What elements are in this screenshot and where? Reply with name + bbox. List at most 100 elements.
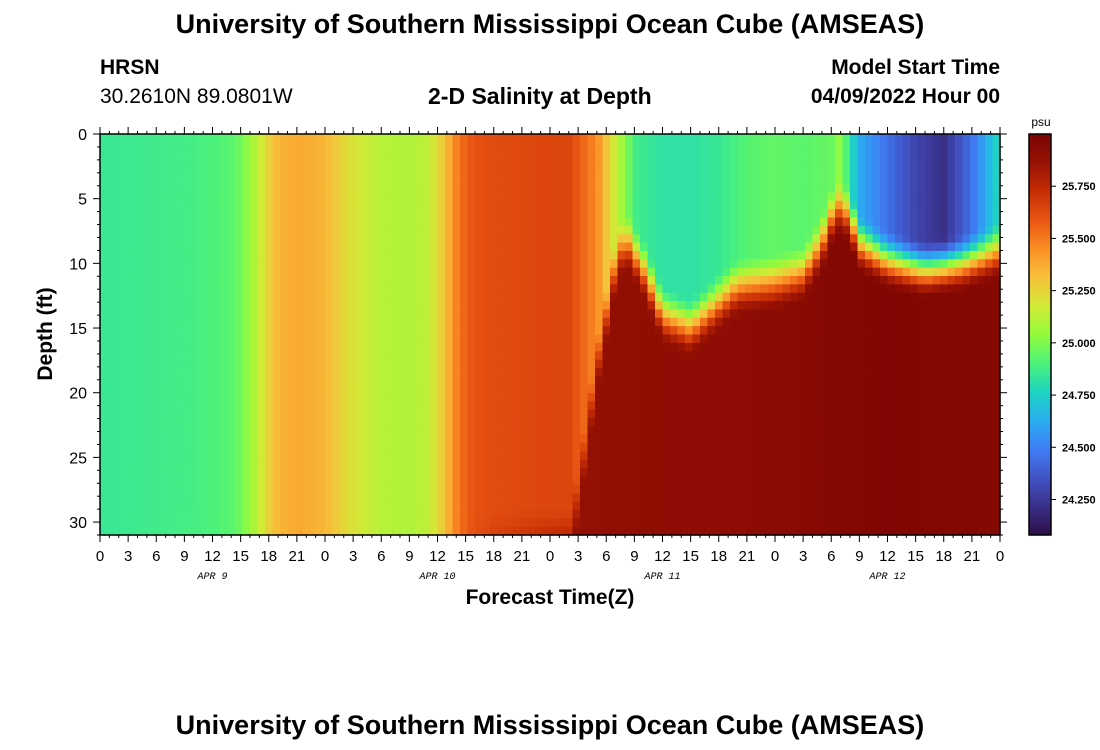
heatmap-cell bbox=[527, 209, 536, 219]
heatmap-cell bbox=[850, 159, 859, 169]
heatmap-cell bbox=[827, 334, 836, 344]
heatmap-cell bbox=[490, 484, 499, 494]
heatmap-cell bbox=[587, 334, 596, 344]
heatmap-cell bbox=[467, 518, 476, 528]
heatmap-cell bbox=[722, 134, 731, 143]
heatmap-cell bbox=[160, 376, 169, 386]
heatmap-cell bbox=[445, 250, 454, 260]
heatmap-cell bbox=[422, 451, 431, 461]
heatmap-cell bbox=[505, 276, 514, 285]
heatmap-cell bbox=[437, 476, 446, 486]
heatmap-cell bbox=[835, 468, 844, 478]
heatmap-cell bbox=[827, 209, 836, 219]
heatmap-cell bbox=[520, 259, 529, 269]
heatmap-cell bbox=[250, 309, 259, 319]
heatmap-cell bbox=[857, 401, 866, 411]
heatmap-cell bbox=[677, 326, 686, 336]
heatmap-cell bbox=[152, 259, 161, 269]
heatmap-cell bbox=[820, 509, 829, 519]
heatmap-cell bbox=[182, 518, 191, 528]
heatmap-cell bbox=[460, 175, 469, 185]
heatmap-cell bbox=[512, 493, 521, 503]
heatmap-cell bbox=[737, 217, 746, 227]
heatmap-cell bbox=[820, 192, 829, 202]
heatmap-cell bbox=[220, 217, 229, 227]
heatmap-cell bbox=[745, 301, 754, 311]
heatmap-cell bbox=[767, 175, 776, 185]
heatmap-cell bbox=[820, 334, 829, 344]
heatmap-cell bbox=[760, 426, 769, 436]
heatmap-cell bbox=[400, 418, 409, 427]
heatmap-cell bbox=[497, 317, 506, 327]
heatmap-cell bbox=[407, 134, 416, 143]
heatmap-cell bbox=[580, 225, 589, 235]
heatmap-cell bbox=[287, 317, 296, 327]
heatmap-cell bbox=[407, 434, 416, 444]
heatmap-cell bbox=[812, 392, 821, 402]
heatmap-cell bbox=[250, 426, 259, 436]
heatmap-cell bbox=[362, 184, 371, 194]
heatmap-cell bbox=[805, 334, 814, 344]
heatmap-cell bbox=[625, 309, 634, 319]
heatmap-cell bbox=[227, 184, 236, 194]
heatmap-cell bbox=[610, 418, 619, 427]
heatmap-cell bbox=[512, 342, 521, 352]
heatmap-cell bbox=[497, 384, 506, 394]
heatmap-cell bbox=[497, 242, 506, 252]
heatmap-cell bbox=[287, 234, 296, 244]
heatmap-cell bbox=[737, 384, 746, 394]
heatmap-cell bbox=[527, 451, 536, 461]
heatmap-cell bbox=[490, 184, 499, 194]
heatmap-cell bbox=[595, 225, 604, 235]
heatmap-cell bbox=[145, 167, 154, 177]
heatmap-cell bbox=[107, 217, 116, 227]
heatmap-cell bbox=[812, 443, 821, 453]
heatmap-cell bbox=[422, 526, 431, 536]
heatmap-cell bbox=[422, 200, 431, 210]
heatmap-cell bbox=[377, 342, 386, 352]
heatmap-cell bbox=[347, 401, 356, 411]
heatmap-cell bbox=[865, 217, 874, 227]
heatmap-cell bbox=[655, 409, 664, 419]
heatmap-cell bbox=[865, 459, 874, 469]
heatmap-cell bbox=[677, 250, 686, 260]
heatmap-cell bbox=[460, 509, 469, 519]
heatmap-cell bbox=[827, 526, 836, 536]
heatmap-cell bbox=[152, 209, 161, 219]
heatmap-cell bbox=[467, 384, 476, 394]
heatmap-cell bbox=[812, 384, 821, 394]
heatmap-cell bbox=[685, 476, 694, 486]
heatmap-cell bbox=[497, 217, 506, 227]
heatmap-cell bbox=[542, 359, 551, 369]
heatmap-cell bbox=[655, 259, 664, 269]
heatmap-cell bbox=[280, 367, 289, 377]
heatmap-cell bbox=[610, 259, 619, 269]
heatmap-cell bbox=[745, 518, 754, 528]
heatmap-cell bbox=[152, 250, 161, 260]
heatmap-cell bbox=[257, 326, 266, 336]
heatmap-cell bbox=[835, 276, 844, 285]
heatmap-cell bbox=[107, 317, 116, 327]
heatmap-cell bbox=[640, 242, 649, 252]
heatmap-cell bbox=[557, 509, 566, 519]
heatmap-cell bbox=[535, 234, 544, 244]
heatmap-cell bbox=[760, 326, 769, 336]
heatmap-cell bbox=[745, 451, 754, 461]
heatmap-cell bbox=[872, 484, 881, 494]
heatmap-cell bbox=[422, 326, 431, 336]
heatmap-cell bbox=[572, 392, 581, 402]
heatmap-cell bbox=[490, 301, 499, 311]
heatmap-cell bbox=[775, 384, 784, 394]
heatmap-cell bbox=[362, 217, 371, 227]
heatmap-cell bbox=[512, 250, 521, 260]
heatmap-cell bbox=[797, 284, 806, 294]
heatmap-cell bbox=[167, 401, 176, 411]
heatmap-cell bbox=[377, 142, 386, 152]
heatmap-cell bbox=[767, 351, 776, 361]
heatmap-cell bbox=[572, 250, 581, 260]
heatmap-cell bbox=[385, 284, 394, 294]
heatmap-cell bbox=[625, 443, 634, 453]
heatmap-cell bbox=[377, 309, 386, 319]
heatmap-cell bbox=[317, 409, 326, 419]
heatmap-cell bbox=[857, 426, 866, 436]
